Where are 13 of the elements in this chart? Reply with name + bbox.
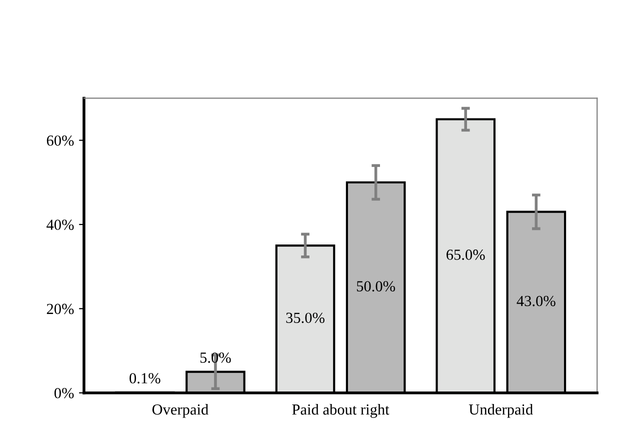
y-tick-label: 20%	[46, 304, 74, 314]
data-label: 0.1%	[130, 373, 160, 384]
data-label: 35.0%	[286, 312, 324, 324]
x-tick-label: Paid about right	[292, 404, 390, 418]
data-label: 5.0%	[200, 352, 231, 363]
y-tick-label: 40%	[46, 220, 74, 230]
data-label: 65.0%	[446, 250, 485, 260]
y-tick-label: 60%	[46, 135, 74, 146]
y-tick-label: 0%	[54, 388, 74, 398]
x-tick-label: Overpaid	[152, 404, 208, 418]
data-label: 50.0%	[356, 281, 396, 292]
x-tick-label: Underpaid	[468, 404, 533, 418]
data-label: 43.0%	[516, 296, 556, 306]
